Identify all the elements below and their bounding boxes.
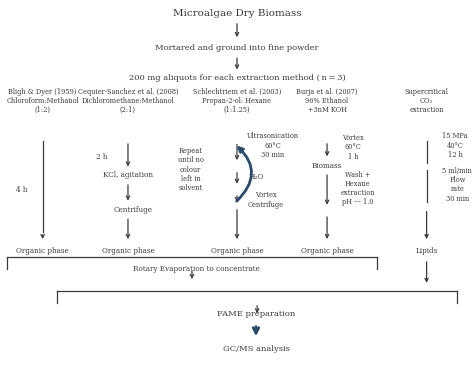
Text: Burja et al. (2007)
96% Ethanol
+3nM KOH: Burja et al. (2007) 96% Ethanol +3nM KOH (296, 88, 358, 114)
Text: Supercritical
CO₂
extraction: Supercritical CO₂ extraction (405, 88, 448, 114)
Text: Lipids: Lipids (416, 248, 438, 255)
Text: Vortex
Centrifuge: Vortex Centrifuge (247, 191, 283, 209)
Text: 2 h: 2 h (96, 153, 108, 161)
Text: Biomass: Biomass (312, 162, 342, 170)
Text: 4 h: 4 h (16, 187, 27, 194)
Text: FAME preparation: FAME preparation (217, 311, 295, 318)
Text: KCl, agitation: KCl, agitation (103, 171, 153, 179)
Text: H₂O: H₂O (248, 173, 264, 181)
Text: 200 mg aliquots for each extraction method ( n = 3): 200 mg aliquots for each extraction meth… (128, 75, 346, 82)
Text: 5 ml/min
Flow
rate
30 min: 5 ml/min Flow rate 30 min (442, 167, 473, 203)
Text: Organic phase: Organic phase (210, 248, 264, 255)
Text: Microalgae Dry Biomass: Microalgae Dry Biomass (173, 9, 301, 18)
Text: Rotary Evaporation to concentrate: Rotary Evaporation to concentrate (133, 265, 259, 272)
Text: Bligh & Dyer (1959)
Chloroform:Methanol
(1:2): Bligh & Dyer (1959) Chloroform:Methanol … (6, 88, 79, 114)
Text: Repeat
until no
colour
left in
solvent: Repeat until no colour left in solvent (178, 147, 203, 192)
Text: Organic phase: Organic phase (101, 248, 155, 255)
Text: Vortex
60°C
1 h: Vortex 60°C 1 h (342, 134, 364, 161)
Text: Centrifuge: Centrifuge (113, 207, 152, 214)
Text: Cequier-Sanchez et al. (2008)
Dichloromethane:Methanol
(2:1): Cequier-Sanchez et al. (2008) Dichlorome… (78, 88, 178, 114)
Text: Schlechtriem et al. (2003)
Propan-2-ol: Hexane
(1:1.25): Schlechtriem et al. (2003) Propan-2-ol: … (193, 88, 281, 114)
Text: Mortared and ground into fine powder: Mortared and ground into fine powder (155, 44, 319, 51)
Text: Ultrasonication
60°C
30 min: Ultrasonication 60°C 30 min (246, 132, 299, 159)
Text: 15 MPa
40°C
12 h: 15 MPa 40°C 12 h (442, 132, 468, 159)
FancyArrowPatch shape (237, 148, 252, 201)
Text: GC/MS analysis: GC/MS analysis (222, 345, 290, 352)
Text: Organic phase: Organic phase (301, 248, 354, 255)
Text: Wash +
Hexane
extraction
pH --- 1.0: Wash + Hexane extraction pH --- 1.0 (341, 171, 375, 207)
Text: Organic phase: Organic phase (16, 248, 69, 255)
